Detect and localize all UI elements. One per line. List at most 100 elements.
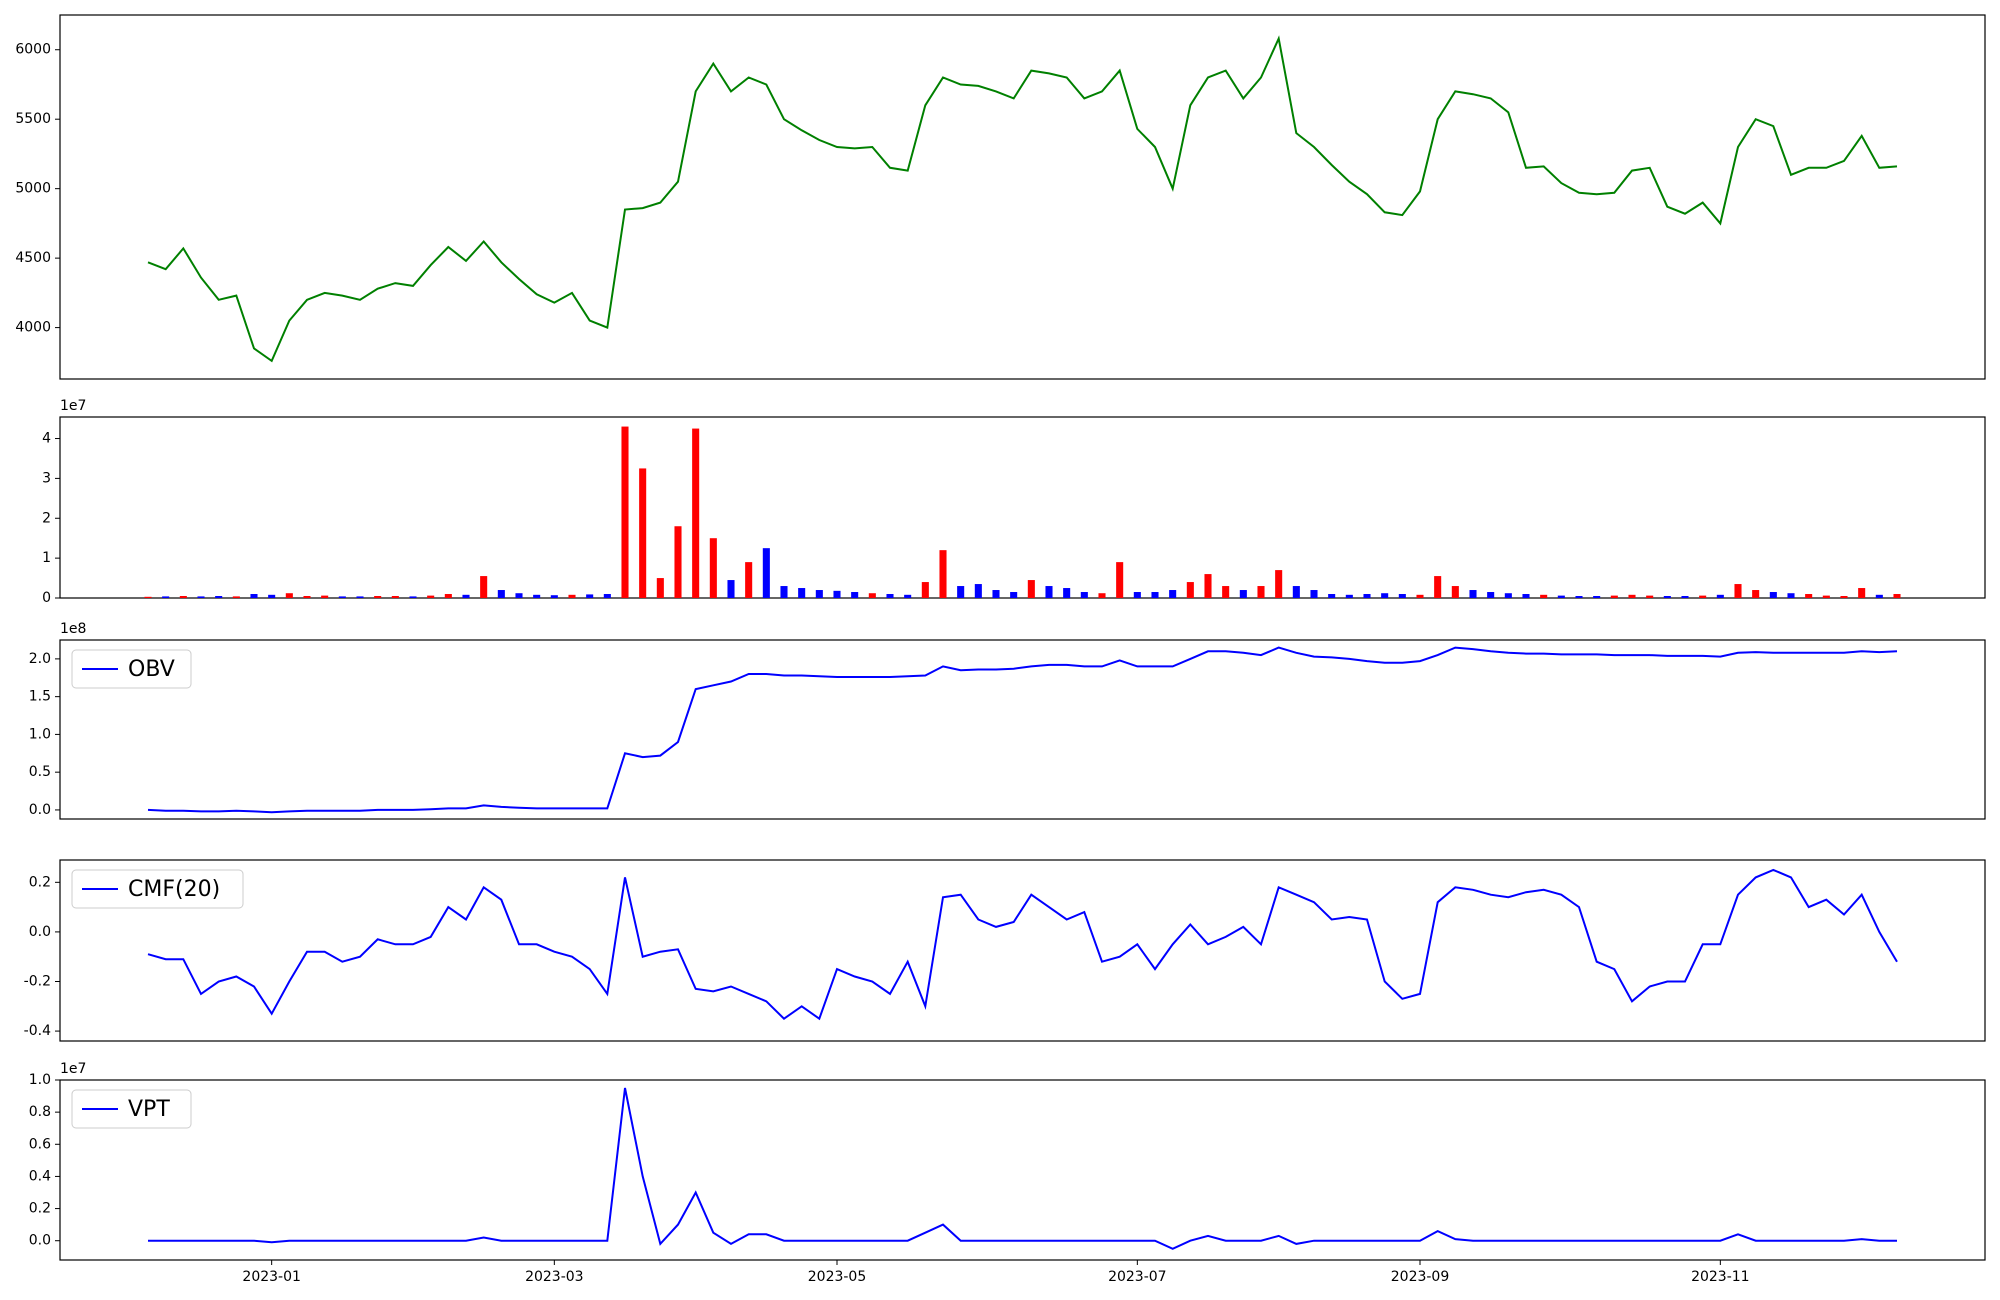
x-tick-label: 2023-01: [242, 1269, 301, 1285]
y-tick-label: 0: [42, 590, 51, 606]
bar: [1045, 586, 1053, 598]
bar: [497, 590, 505, 598]
bar: [1434, 576, 1442, 598]
bar: [1080, 592, 1088, 598]
bar: [921, 582, 929, 598]
bar: [285, 593, 293, 598]
bar: [674, 526, 682, 598]
bar: [1628, 594, 1636, 598]
plot-frame: [59, 1079, 1986, 1261]
bar: [356, 596, 364, 598]
bar: [1451, 586, 1459, 598]
bar: [1787, 593, 1795, 598]
bar: [1716, 594, 1724, 598]
y-tick-label: 0.0: [29, 1233, 51, 1249]
bar: [1769, 592, 1777, 598]
bar: [1222, 586, 1230, 598]
bar: [1027, 580, 1035, 598]
bar: [957, 586, 965, 598]
bar: [179, 596, 187, 598]
y-tick-label: 0.8: [29, 1104, 51, 1120]
bar: [1858, 588, 1866, 598]
line: [147, 868, 1898, 1021]
bar: [639, 468, 647, 598]
bar: [480, 576, 488, 598]
bar: [232, 596, 240, 598]
bar: [886, 594, 894, 598]
bar: [780, 586, 788, 598]
bar: [1805, 594, 1813, 598]
bar: [197, 596, 205, 598]
bar: [1734, 584, 1742, 598]
bar: [1681, 596, 1689, 598]
axis-offset: 1e8: [60, 621, 86, 637]
bar: [1646, 595, 1654, 598]
y-tick-label: -0.4: [24, 1023, 51, 1039]
bar: [1169, 590, 1177, 598]
bar: [162, 596, 170, 598]
bar: [798, 588, 806, 598]
y-tick-label: 0.0: [29, 802, 51, 818]
bar: [692, 428, 700, 598]
bar: [321, 595, 329, 598]
bar: [762, 548, 770, 598]
bar: [1663, 596, 1671, 598]
bar: [1416, 594, 1424, 598]
line: [147, 35, 1898, 363]
plot-frame: [59, 14, 1986, 380]
y-tick-label: 0.6: [29, 1136, 51, 1152]
bar: [374, 596, 382, 598]
plot-frame: [59, 859, 1986, 1042]
legend-label: VPT: [128, 1097, 170, 1122]
y-tick-label: 5500: [15, 111, 51, 127]
bar: [427, 595, 435, 598]
y-tick-label: 0.2: [29, 1201, 51, 1217]
bar: [709, 538, 717, 598]
bar: [851, 592, 859, 598]
legend-box: [71, 1089, 192, 1129]
y-tick-label: 0.2: [29, 874, 51, 890]
bar: [1151, 592, 1159, 598]
bar: [215, 596, 223, 598]
bar: [1575, 596, 1583, 598]
y-tick-label: 4500: [15, 250, 51, 266]
y-tick-label: 3: [42, 470, 51, 486]
x-tick-label: 2023-11: [1691, 1269, 1750, 1285]
y-tick-label: 0.4: [29, 1168, 51, 1184]
bar: [1893, 594, 1901, 598]
y-tick-label: 0.5: [29, 764, 51, 780]
bar: [1752, 590, 1760, 598]
bar: [1540, 594, 1548, 598]
bar: [1186, 582, 1194, 598]
bar: [268, 594, 276, 598]
y-tick-label: 1: [42, 550, 51, 566]
bar: [656, 578, 664, 598]
bar: [1257, 586, 1265, 598]
plot-frame: [59, 639, 1986, 820]
plot-frame: [59, 416, 1986, 599]
bar: [1822, 595, 1830, 598]
bar: [1840, 596, 1848, 598]
bar: [1292, 586, 1300, 598]
bar: [1345, 594, 1353, 598]
bar: [1063, 588, 1071, 598]
y-tick-label: -0.2: [24, 973, 51, 989]
y-tick-label: 2: [42, 510, 51, 526]
x-tick-label: 2023-07: [1108, 1269, 1167, 1285]
bar: [568, 594, 576, 598]
bar: [1398, 594, 1406, 598]
bar: [603, 594, 611, 598]
bar: [1504, 593, 1512, 598]
bar: [409, 596, 417, 598]
y-tick-label: 4: [42, 431, 51, 447]
y-tick-label: 1.0: [29, 1072, 51, 1088]
bar: [904, 594, 912, 598]
bar: [868, 593, 876, 598]
bar: [1275, 570, 1283, 598]
legend-box: [71, 649, 192, 689]
bar: [992, 590, 1000, 598]
bar: [303, 596, 311, 598]
bar: [1699, 595, 1707, 598]
